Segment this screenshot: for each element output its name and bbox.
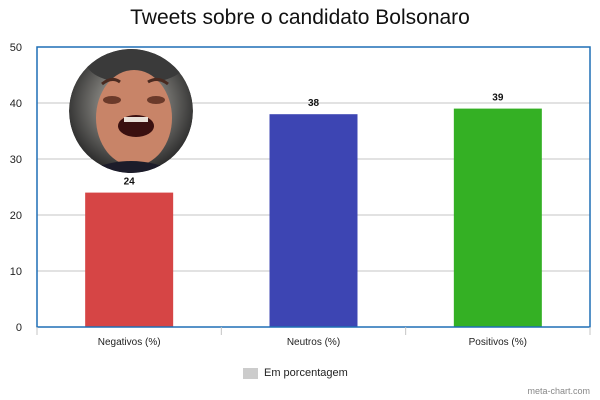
x-category-label: Neutros (%): [287, 337, 340, 348]
credit-text: meta-chart.com: [527, 386, 590, 396]
x-category-label: Positivos (%): [469, 337, 527, 348]
legend-label: Em porcentagem: [264, 367, 348, 379]
legend: Em porcentagem: [243, 366, 348, 380]
y-tick-label: 40: [10, 98, 22, 110]
data-label: 24: [124, 177, 136, 188]
y-tick-label: 0: [16, 322, 22, 334]
data-label: 38: [308, 98, 320, 109]
bar: [85, 192, 174, 327]
y-tick-label: 50: [10, 42, 22, 54]
plot-frame: [36, 46, 591, 328]
data-label: 39: [492, 93, 504, 104]
bar: [269, 114, 358, 327]
y-tick-label: 10: [10, 266, 22, 278]
chart-title: Tweets sobre o candidato Bolsonaro: [130, 6, 470, 29]
y-tick-label: 20: [10, 210, 22, 222]
legend-swatch: [243, 367, 258, 379]
x-category-label: Negativos (%): [98, 337, 161, 348]
bar: [453, 108, 542, 327]
y-tick-label: 30: [10, 154, 22, 166]
